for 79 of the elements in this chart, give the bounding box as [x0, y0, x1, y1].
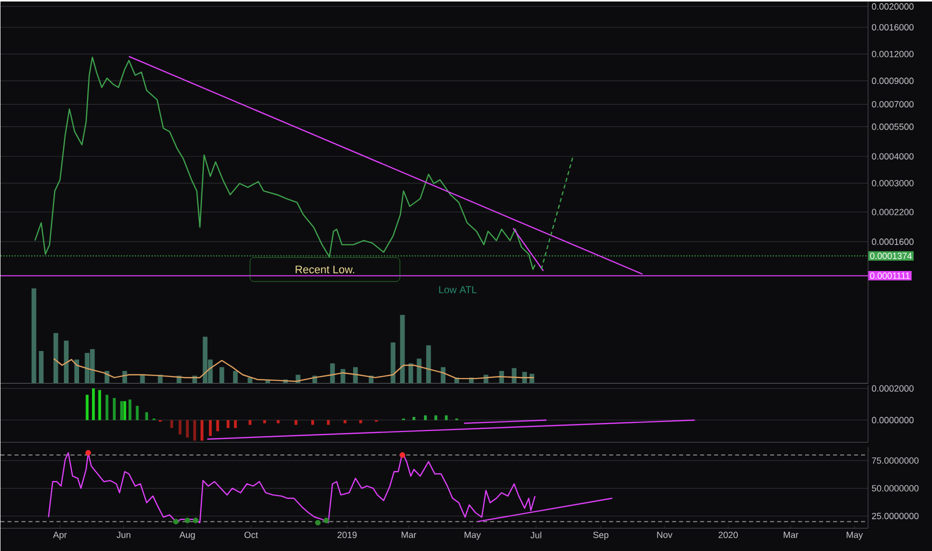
bar: [74, 359, 80, 384]
x-tick-label: Aug: [179, 532, 195, 540]
bar: [216, 420, 220, 432]
x-tick-label: Mar: [784, 532, 798, 538]
bar: [248, 378, 252, 384]
y-tick-label: 0.0004000: [872, 153, 914, 160]
bar: [234, 420, 237, 428]
bar: [86, 394, 89, 420]
y-tick-label: 0.0016000: [872, 24, 914, 30]
bar: [359, 420, 362, 424]
x-tick-label: Jun: [116, 532, 130, 538]
x-tick-label: Jul: [530, 532, 542, 538]
bar: [53, 332, 58, 384]
y-tick-label: 0.0005500: [872, 123, 914, 130]
bar: [390, 342, 396, 384]
point: [184, 518, 190, 524]
bar: [178, 420, 182, 434]
point: [315, 520, 321, 526]
point: [85, 450, 91, 456]
point: [192, 518, 199, 524]
bar: [426, 345, 431, 384]
x-tick-label: May: [464, 532, 481, 540]
bar: [412, 416, 416, 420]
y-tick-label: 75.0000000: [872, 457, 919, 464]
bar: [145, 412, 148, 420]
ref-line-label: 0.0001374: [870, 252, 912, 259]
bar: [340, 368, 346, 384]
bar: [353, 367, 358, 384]
bar: [64, 340, 69, 384]
point: [173, 518, 179, 524]
x-tick-label: Sep: [593, 532, 608, 540]
bar: [424, 415, 427, 420]
bar: [208, 420, 212, 436]
bar: [233, 370, 238, 384]
x-tick-label: Mar: [402, 532, 416, 538]
ref-line-label: 0.0001111: [870, 272, 910, 279]
bar: [219, 367, 224, 384]
x-tick-label: May: [846, 532, 863, 540]
x-tick-label: 2019: [338, 532, 357, 538]
bar: [38, 350, 44, 384]
bar: [32, 288, 36, 384]
y-tick-label: 0.0020000: [872, 3, 914, 10]
x-tick-label: Oct: [244, 532, 258, 538]
x-tick-label: Apr: [53, 532, 67, 540]
bar: [311, 420, 314, 425]
bar: [200, 420, 204, 441]
bar: [400, 314, 405, 384]
bar: [294, 420, 298, 425]
bar: [128, 399, 132, 420]
y-tick-label: 0.0000000: [872, 416, 914, 424]
bar: [263, 420, 266, 424]
y-tick-label: 0.0002200: [872, 208, 914, 216]
bar: [226, 420, 230, 428]
bar: [344, 420, 346, 424]
point: [323, 518, 330, 524]
bar: [440, 367, 446, 384]
bar: [186, 420, 189, 438]
y-tick-label: 0.0012000: [872, 50, 914, 58]
point: [400, 452, 406, 458]
bar: [326, 420, 330, 425]
y-tick-label: 0.0007000: [872, 100, 914, 108]
y-tick-label: 0.0001600: [872, 238, 914, 245]
bar: [92, 388, 95, 420]
bar: [416, 358, 422, 384]
annotation: Low ATL: [439, 286, 477, 294]
bar: [120, 401, 124, 420]
bar: [106, 394, 108, 420]
y-tick-label: 0.0009000: [872, 78, 914, 84]
y-tick-label: 0.0002000: [872, 385, 914, 392]
x-tick-label: Nov: [657, 532, 672, 538]
bar: [276, 420, 280, 424]
bar: [330, 363, 335, 384]
x-tick-label: 2020: [718, 532, 738, 538]
y-tick-label: 0.0003000: [872, 180, 914, 186]
annotation: Recent Low.: [296, 266, 354, 274]
y-tick-label: 50.0000000: [872, 485, 919, 492]
y-tick-label: 25.0000000: [872, 512, 919, 520]
bar: [170, 420, 174, 428]
bar: [248, 420, 252, 425]
